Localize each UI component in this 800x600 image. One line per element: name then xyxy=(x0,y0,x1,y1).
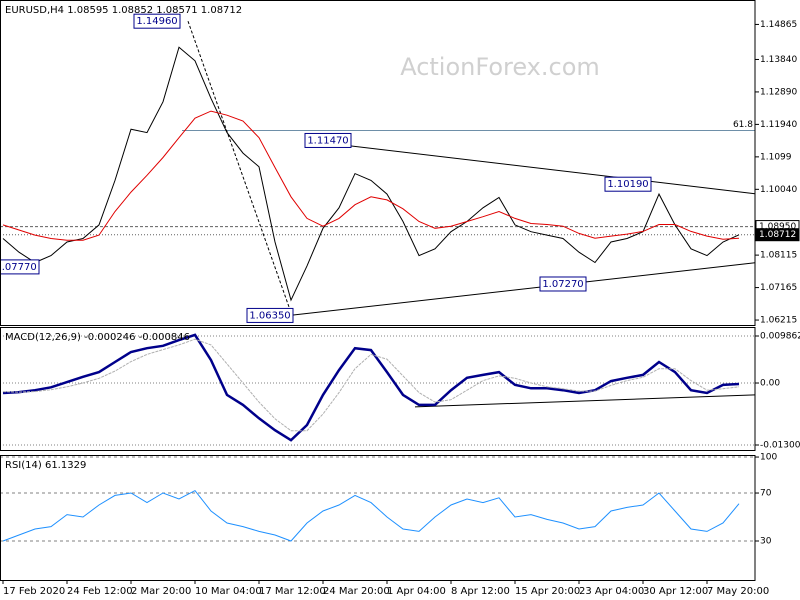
annotation-box xyxy=(133,13,181,29)
dashed-line xyxy=(187,21,293,316)
price-tag-label: 1.08712 xyxy=(759,230,796,240)
y-tick-label: 0.00 xyxy=(760,379,780,389)
series-line xyxy=(2,333,740,442)
x-tick-label: 23 Apr 04:00 xyxy=(579,586,644,597)
y-tick-label: 30 xyxy=(760,537,772,547)
series-line xyxy=(2,46,740,302)
y-tick-label: 1.12890 xyxy=(760,87,797,97)
y-tick-label: 1.11940 xyxy=(760,120,797,130)
pane-border xyxy=(0,327,756,451)
trendline xyxy=(414,394,756,408)
pane-title: EURUSD,H4 1.08595 1.08852 1.08571 1.0871… xyxy=(5,5,242,16)
annotation-box xyxy=(304,132,352,148)
pane-border xyxy=(0,0,756,326)
series-line xyxy=(2,338,740,432)
annotation-label: 1.11470 xyxy=(307,135,348,146)
annotation-box xyxy=(604,176,652,192)
y-tick-label: 70 xyxy=(760,489,772,499)
annotation-label: 1.06350 xyxy=(249,310,290,321)
x-tick-label: 1 Apr 04:00 xyxy=(387,586,446,597)
annotation-label: 1.07770 xyxy=(0,262,37,273)
watermark: ActionForex.com xyxy=(400,53,600,81)
x-tick-label: 24 Feb 12:00 xyxy=(67,586,133,597)
pane-border xyxy=(0,455,756,581)
x-tick-label: 8 Apr 12:00 xyxy=(451,586,510,597)
annotation-label: 1.14960 xyxy=(136,16,177,27)
pane-title: RSI(14) 61.1329 xyxy=(5,460,86,471)
y-tick-label: 1.14865 xyxy=(760,20,797,30)
x-tick-label: 17 Feb 2020 xyxy=(3,586,65,597)
y-tick-label: 1.06215 xyxy=(760,316,797,326)
y-tick-label: 1.10040 xyxy=(760,185,797,195)
x-tick-label: 15 Apr 20:00 xyxy=(515,586,580,597)
x-tick-label: 10 Mar 04:00 xyxy=(195,586,262,597)
x-tick-label: 7 May 20:00 xyxy=(707,586,769,597)
y-tick-label: 1.13840 xyxy=(760,55,797,65)
x-tick-label: 2 Mar 20:00 xyxy=(131,586,191,597)
x-tick-label: 17 Mar 12:00 xyxy=(259,586,326,597)
pane-title: MACD(12,26,9) -0.000246 -0.000846 xyxy=(5,332,190,343)
y-tick-label: 1.1099 xyxy=(760,152,792,162)
annotation-box xyxy=(246,307,294,323)
y-tick-label: 1.08115 xyxy=(760,251,797,261)
annotation-box xyxy=(539,276,587,292)
trendline xyxy=(289,262,756,316)
x-tick-label: 24 Mar 20:00 xyxy=(323,586,390,597)
trendline xyxy=(304,139,756,195)
fib-label: 61.8 xyxy=(733,120,753,130)
annotation-box xyxy=(0,259,40,275)
x-tick-label: 30 Apr 12:00 xyxy=(643,586,708,597)
series-line xyxy=(2,110,740,241)
annotation-label: 1.10190 xyxy=(607,179,648,190)
price-tag-label: 1.08950 xyxy=(759,222,796,232)
y-tick-label: 100 xyxy=(760,453,777,463)
series-line xyxy=(2,489,740,542)
annotation-label: 1.07270 xyxy=(542,279,583,290)
y-tick-label: 1.07165 xyxy=(760,283,797,293)
y-tick-label: -0.013002 xyxy=(760,441,800,451)
price-tag xyxy=(755,228,800,242)
y-tick-label: 0.009862 xyxy=(760,332,800,342)
